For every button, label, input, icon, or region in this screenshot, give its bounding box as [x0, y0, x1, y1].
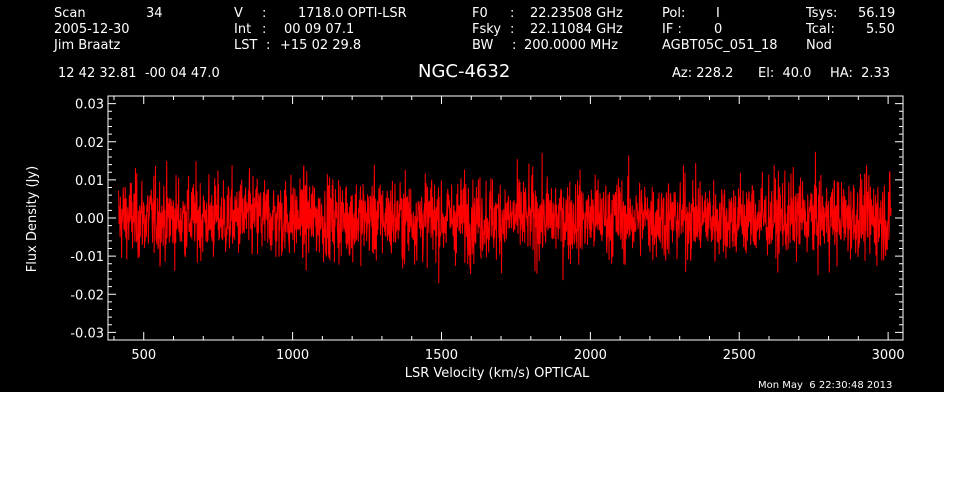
fsky-label: Fsky — [472, 22, 502, 37]
y-tick-label: -0.02 — [70, 288, 104, 303]
int-colon: : — [262, 22, 267, 37]
y-tick-labels: -0.03 -0.02 -0.01 0.00 0.01 0.02 0.03 — [70, 98, 104, 342]
int-label: Int — [234, 22, 252, 37]
v-colon: : — [262, 6, 267, 21]
tcal-label: Tcal: — [806, 22, 835, 37]
x-axis-label: LSR Velocity (km/s) OPTICAL — [405, 366, 590, 381]
project-id: AGBT05C_051_18 — [662, 38, 778, 53]
f0-colon: : — [510, 6, 515, 21]
scan-value: 34 — [146, 6, 163, 21]
x-tick-label: 1500 — [425, 348, 458, 363]
y-tick-label: -0.03 — [70, 326, 104, 341]
source-coordinates: 12 42 32.81 -00 04 47.0 — [58, 66, 220, 81]
x-tick-label: 3000 — [872, 348, 905, 363]
azimuth: Az: 228.2 — [672, 66, 734, 81]
y-tick-label: 0.00 — [75, 212, 104, 227]
fsky-value: 22.11084 GHz — [530, 22, 623, 37]
plot-timestamp: Mon May 6 22:30:48 2013 — [758, 380, 893, 391]
x-tick-label: 2000 — [574, 348, 607, 363]
x-tick-label: 2500 — [723, 348, 756, 363]
obs-mode: Nod — [806, 38, 832, 53]
if-value: 0 — [714, 22, 723, 37]
int-value: 00 09 07.1 — [284, 22, 355, 37]
y-tick-label: 0.01 — [75, 174, 104, 189]
x-tick-label: 1000 — [276, 348, 309, 363]
x-tick-label: 500 — [131, 348, 156, 363]
observation-date: 2005-12-30 — [54, 22, 130, 37]
f0-value: 22.23508 GHz — [530, 6, 623, 21]
plot-canvas: Scan 34 2005-12-30 Jim Braatz V : 1718.0… — [0, 0, 944, 392]
pol-value: I — [716, 6, 720, 21]
bw-colon: : — [512, 38, 517, 53]
y-tick-label: 0.03 — [75, 98, 104, 113]
spectrum-line — [117, 151, 892, 284]
v-value: 1718.0 OPTI-LSR — [298, 6, 407, 21]
x-tick-labels: 500 1000 1500 2000 2500 3000 — [131, 348, 904, 363]
pol-label: Pol: — [662, 6, 686, 21]
bw-label: BW — [472, 38, 494, 53]
source-name: NGC-4632 — [418, 61, 511, 82]
y-tick-label: -0.01 — [70, 250, 104, 265]
bw-value: 200.0000 MHz — [524, 38, 618, 53]
spectrum-series — [117, 151, 892, 284]
tsys-value: 56.19 — [858, 6, 896, 21]
observer-name: Jim Braatz — [54, 38, 121, 53]
lst-value: +15 02 29.8 — [280, 38, 362, 53]
spectrum-plot: -0.03 -0.02 -0.01 0.00 0.01 0.02 0.03 500 1000 1… — [25, 95, 905, 381]
fsky-colon: : — [510, 22, 515, 37]
lst-label: LST — [234, 38, 258, 53]
f0-label: F0 — [472, 6, 488, 21]
lst-colon: : — [266, 38, 271, 53]
y-axis-label: Flux Density (Jy) — [25, 166, 40, 272]
scan-label: Scan — [54, 6, 86, 21]
v-label: V — [234, 6, 243, 21]
hour-angle: HA: 2.33 — [830, 66, 891, 81]
y-tick-label: 0.02 — [75, 136, 104, 151]
if-label: IF : — [662, 22, 682, 37]
tsys-label: Tsys: — [806, 6, 838, 21]
elevation: El: 40.0 — [758, 66, 812, 81]
plot-axes — [107, 95, 904, 341]
tcal-value: 5.50 — [866, 22, 895, 37]
